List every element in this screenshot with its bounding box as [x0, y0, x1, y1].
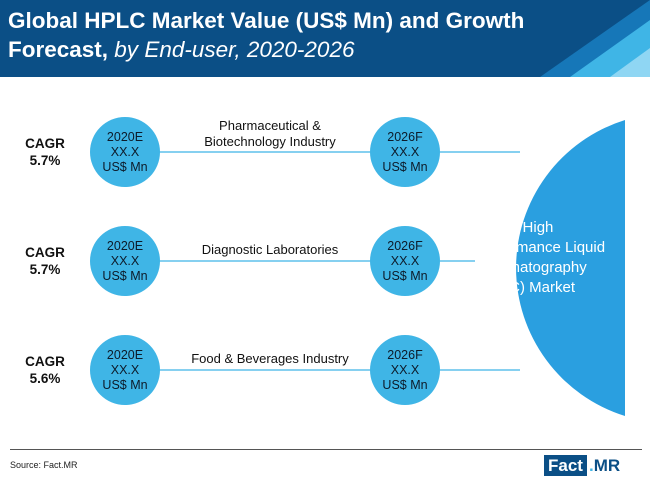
node-value: XX.X [390, 362, 420, 377]
cagr-value: 5.6% [29, 371, 61, 386]
node-year: 2020E [106, 129, 144, 144]
segment-label-line-1: Pharmaceutical & [219, 118, 321, 133]
market-label-line-3: Chromatography [475, 259, 587, 276]
segment-label-row-2: Diagnostic Laboratories [170, 242, 370, 258]
node-2026-row-3: 2026F XX.X US$ Mn [370, 335, 440, 405]
node-unit: US$ Mn [382, 268, 428, 283]
cagr-row-3: CAGR 5.6% [10, 353, 80, 387]
node-year: 2020E [106, 238, 144, 253]
market-label-line-4: (HPLC) Market [475, 279, 576, 296]
node-2026-row-1: 2026F XX.X US$ Mn [370, 117, 440, 187]
factmr-logo: Fact . MR [544, 455, 641, 476]
logo-mr: MR [593, 455, 621, 475]
node-unit: US$ Mn [382, 377, 428, 392]
cagr-label: CAGR [25, 136, 65, 151]
market-label: Global High Performance Liquid Chromatog… [475, 218, 647, 298]
market-half-circle [516, 120, 625, 416]
market-label-line-1: Global High [475, 219, 554, 236]
node-value: XX.X [390, 144, 420, 159]
logo-dot: . [588, 455, 594, 475]
node-value: XX.X [110, 144, 140, 159]
logo-fact: Fact [544, 455, 587, 476]
segment-label-row-3: Food & Beverages Industry [170, 351, 370, 367]
node-unit: US$ Mn [102, 268, 148, 283]
node-2020-row-1: 2020E XX.X US$ Mn [90, 117, 160, 187]
source-note: Source: Fact.MR [10, 460, 78, 470]
segment-label-line-1: Diagnostic Laboratories [201, 242, 339, 257]
node-year: 2026F [387, 129, 423, 144]
diagram-graphics [135, 120, 625, 416]
node-year: 2026F [387, 347, 423, 362]
cagr-row-2: CAGR 5.7% [10, 244, 80, 278]
node-value: XX.X [390, 253, 420, 268]
cagr-value: 5.7% [29, 153, 61, 168]
page-title: Global HPLC Market Value (US$ Mn) and Gr… [8, 6, 524, 64]
node-unit: US$ Mn [382, 159, 428, 174]
node-year: 2020E [106, 347, 144, 362]
segment-label-row-1: Pharmaceutical & Biotechnology Industry [170, 118, 370, 150]
node-2020-row-2: 2020E XX.X US$ Mn [90, 226, 160, 296]
cagr-label: CAGR [25, 245, 65, 260]
segment-label-line-1: Food & Beverages Industry [191, 351, 349, 366]
node-value: XX.X [110, 362, 140, 377]
title-line-2: Forecast, by End-user, 2020-2026 [8, 35, 524, 64]
node-unit: US$ Mn [102, 159, 148, 174]
cagr-row-1: CAGR 5.7% [10, 135, 80, 169]
cagr-label: CAGR [25, 354, 65, 369]
title-banner: Global HPLC Market Value (US$ Mn) and Gr… [0, 0, 650, 77]
node-value: XX.X [110, 253, 140, 268]
node-unit: US$ Mn [102, 377, 148, 392]
node-year: 2026F [387, 238, 423, 253]
node-2020-row-3: 2020E XX.X US$ Mn [90, 335, 160, 405]
title-line-1: Global HPLC Market Value (US$ Mn) and Gr… [8, 8, 525, 33]
market-label-line-2: Performance Liquid [475, 239, 606, 256]
node-2026-row-2: 2026F XX.X US$ Mn [370, 226, 440, 296]
title-subtitle: by End-user, 2020-2026 [108, 37, 355, 62]
footer-divider [10, 449, 642, 450]
banner-decoration [540, 0, 650, 77]
cagr-value: 5.7% [29, 262, 61, 277]
segment-label-line-2: Biotechnology Industry [204, 134, 336, 149]
title-forecast: Forecast, [8, 37, 109, 62]
